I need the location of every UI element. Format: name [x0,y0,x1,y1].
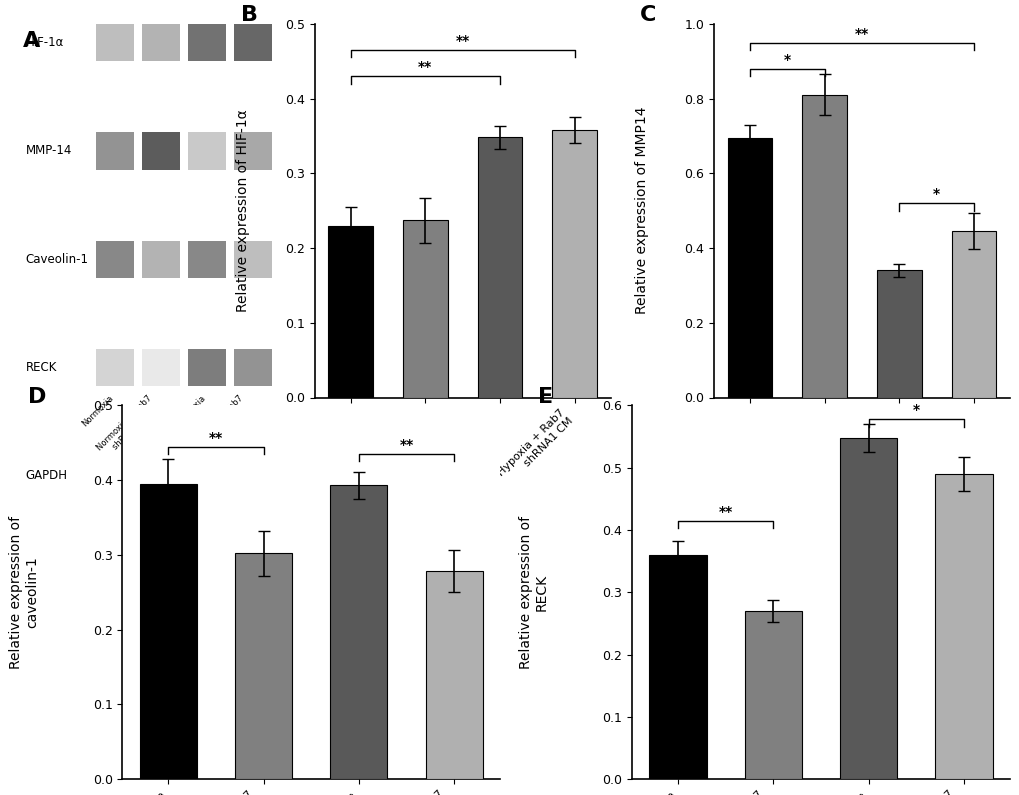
Bar [233,349,271,386]
Text: Normoxia: Normoxia [81,394,115,429]
Bar [328,226,373,398]
Bar [330,486,387,779]
Bar [142,24,179,61]
Bar [727,138,771,398]
Bar [649,555,706,779]
Bar [551,130,596,398]
Bar [840,438,897,779]
Text: *: * [912,403,919,417]
Bar [187,349,225,386]
Bar [403,220,447,398]
Text: A: A [23,31,41,52]
Text: MMP-14: MMP-14 [25,145,72,157]
Text: GAPDH: GAPDH [25,470,67,483]
Bar [233,241,271,278]
Text: **: ** [399,438,414,452]
Text: D: D [28,387,46,407]
Y-axis label: Relative expression of MMP14: Relative expression of MMP14 [635,107,648,315]
Text: Normoxia + Rab7
shRNA1 CM: Normoxia + Rab7 shRNA1 CM [95,394,161,460]
Bar [142,457,179,494]
Bar [187,24,225,61]
Text: **: ** [418,60,432,74]
Bar [951,231,996,398]
Text: **: ** [854,27,868,41]
Text: Caveolin-1: Caveolin-1 [25,253,89,266]
Bar [234,553,291,779]
Bar [96,457,133,494]
Text: *: * [932,188,940,201]
Bar [233,457,271,494]
Y-axis label: Relative expression of HIF-1α: Relative expression of HIF-1α [235,109,250,312]
Text: Hypoxia + Rab7
shRNA1 CM: Hypoxia + Rab7 shRNA1 CM [191,394,253,456]
Text: C: C [640,6,656,25]
Bar [142,349,179,386]
Bar [96,24,133,61]
Text: E: E [537,387,552,407]
Y-axis label: Relative expression of
RECK: Relative expression of RECK [519,516,548,669]
Bar [233,24,271,61]
Text: **: ** [455,34,470,48]
Bar [96,241,133,278]
Bar [233,132,271,169]
Text: **: ** [209,431,223,444]
Text: *: * [783,52,790,67]
Bar [934,474,991,779]
Bar [876,270,921,398]
Bar [425,572,482,779]
Text: B: B [240,6,258,25]
Bar [477,138,522,398]
Bar [140,484,197,779]
Bar [142,132,179,169]
Bar [187,457,225,494]
Bar [142,241,179,278]
Text: Hypoxia: Hypoxia [176,394,207,425]
Bar [801,95,846,398]
Y-axis label: Relative expression of
caveolin-1: Relative expression of caveolin-1 [9,516,40,669]
Text: HIF-1α: HIF-1α [25,36,64,49]
Bar [187,132,225,169]
Bar [96,132,133,169]
Text: **: ** [717,505,732,519]
Bar [96,349,133,386]
Bar [187,241,225,278]
Bar [744,611,801,779]
Text: RECK: RECK [25,361,57,374]
